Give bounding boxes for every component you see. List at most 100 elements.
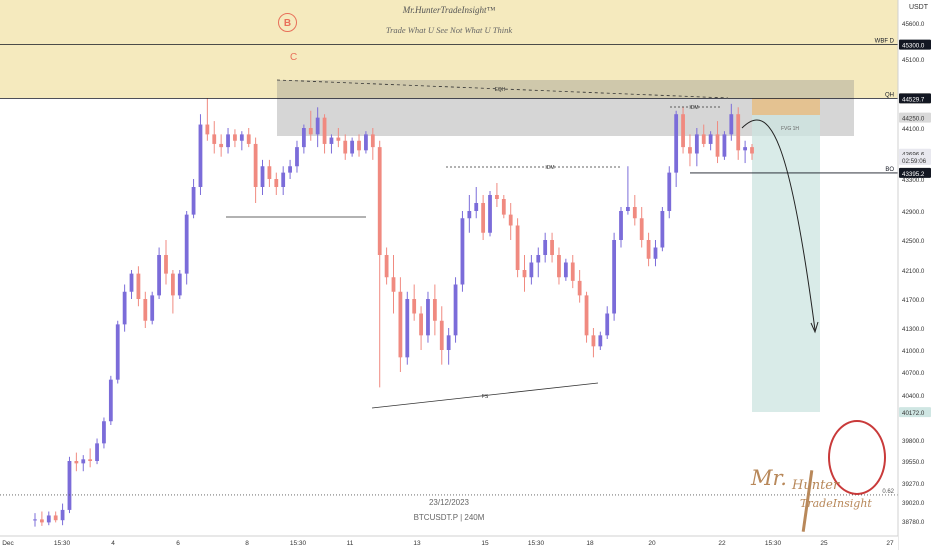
price-axis-bg <box>898 0 932 550</box>
candle-body <box>177 273 182 296</box>
time-tick-label: 15:30 <box>54 540 71 547</box>
signature-logo-line2: Hunter <box>792 478 840 493</box>
price-tick-label: 41700.0 <box>902 297 925 304</box>
level-label-1: QH <box>885 92 894 98</box>
candle-body <box>632 207 637 219</box>
candle-body <box>219 143 224 148</box>
wave-label-plain: C <box>290 52 298 63</box>
candle-body <box>584 295 589 336</box>
candle-body <box>329 137 334 144</box>
candle-body <box>205 124 210 135</box>
price-tick-label: 39270.0 <box>902 481 925 488</box>
candle-body <box>129 273 134 292</box>
candle-body <box>136 273 141 299</box>
price-tick-label: 42100.0 <box>902 268 925 275</box>
fs-line <box>371 382 599 409</box>
candle-body <box>467 211 472 219</box>
candle-body <box>364 134 368 151</box>
fs-label: FS <box>482 394 489 400</box>
candle-body <box>164 255 168 274</box>
price-marker-label: 44529.7 <box>902 96 925 103</box>
candle-body <box>660 211 665 248</box>
level-label-0: WBF D <box>875 39 895 45</box>
time-tick-label: 8 <box>245 540 249 547</box>
candle-body <box>688 147 692 154</box>
wave-label-circled: B <box>278 13 297 32</box>
price-tick-label: 38780.0 <box>902 519 925 526</box>
candle-body <box>639 218 644 240</box>
price-tick-label: 41300.0 <box>902 326 925 333</box>
price-marker-label: 45300.0 <box>902 43 925 50</box>
brand-title: Mr.HunterTradeInsight™ <box>402 5 496 15</box>
time-tick-label: 18 <box>586 540 594 547</box>
candle-body <box>143 299 148 321</box>
time-tick-label: 15 <box>481 540 489 547</box>
time-tick-label: 6 <box>176 540 180 547</box>
projection-path <box>741 119 816 331</box>
candle-body <box>743 147 748 151</box>
candle-body <box>577 280 582 296</box>
candle-body <box>708 134 713 144</box>
time-tick-label: 11 <box>347 540 354 547</box>
price-marker-bg <box>899 39 931 50</box>
candle-body <box>646 240 651 259</box>
candle-body <box>39 519 44 523</box>
time-tick-label: 15:30 <box>290 540 307 547</box>
fvg-label: FVG 1H <box>781 126 799 132</box>
candle-body <box>701 134 706 144</box>
time-tick-label: Dec <box>2 540 14 547</box>
candle-body <box>74 461 79 464</box>
candle-body <box>750 147 754 154</box>
candle-body <box>598 335 603 347</box>
candle-body <box>184 214 189 274</box>
candle-body <box>612 240 617 314</box>
candle-body <box>426 299 430 336</box>
candle-body <box>605 313 610 336</box>
candle-body <box>557 255 561 278</box>
candle-body <box>384 255 389 278</box>
currency-label[interactable]: USDT <box>908 4 928 11</box>
price-marker-bg <box>899 407 931 418</box>
candle-body <box>515 225 520 270</box>
candle-body <box>198 124 203 187</box>
candle-body <box>626 207 630 211</box>
candle-body <box>722 134 727 157</box>
candle-body <box>295 147 299 167</box>
level-label-3: 0.62 <box>882 489 894 495</box>
idm-label: IDM <box>545 165 554 171</box>
candle-body <box>453 284 458 336</box>
time-tick-label: 20 <box>648 540 656 547</box>
candle-body <box>550 240 554 255</box>
time-tick-label: 4 <box>111 540 115 547</box>
candle-body <box>694 134 699 154</box>
candle-body <box>239 134 244 141</box>
candle-body <box>67 461 72 510</box>
candle-body <box>267 166 272 179</box>
candle-body <box>398 291 403 358</box>
candle-body <box>405 299 410 358</box>
chart-date: 23/12/2023 <box>428 498 470 507</box>
candle-body <box>191 187 196 215</box>
signature-ring-logo <box>828 420 886 495</box>
candle-body <box>81 459 86 464</box>
chart-symbol: BTCUSDT.P | 240M <box>413 513 485 522</box>
candle-body <box>343 140 348 154</box>
price-tick-label: 40700.0 <box>902 370 925 377</box>
candle-body <box>736 114 741 151</box>
candle-body <box>653 247 658 259</box>
candle-body <box>370 134 375 148</box>
candle-body <box>495 195 499 199</box>
time-tick-label: 25 <box>820 540 828 547</box>
level-label-2: BO <box>885 167 894 173</box>
candle-body <box>88 459 93 461</box>
price-marker-label: 02:59:06 <box>902 158 927 165</box>
candle-body <box>591 335 596 347</box>
candle-body <box>570 262 575 281</box>
price-tick-label: 41000.0 <box>902 348 925 355</box>
candle-body <box>336 137 341 141</box>
candle-body <box>226 134 230 148</box>
candle-body <box>260 166 265 187</box>
candle-body <box>508 214 513 226</box>
